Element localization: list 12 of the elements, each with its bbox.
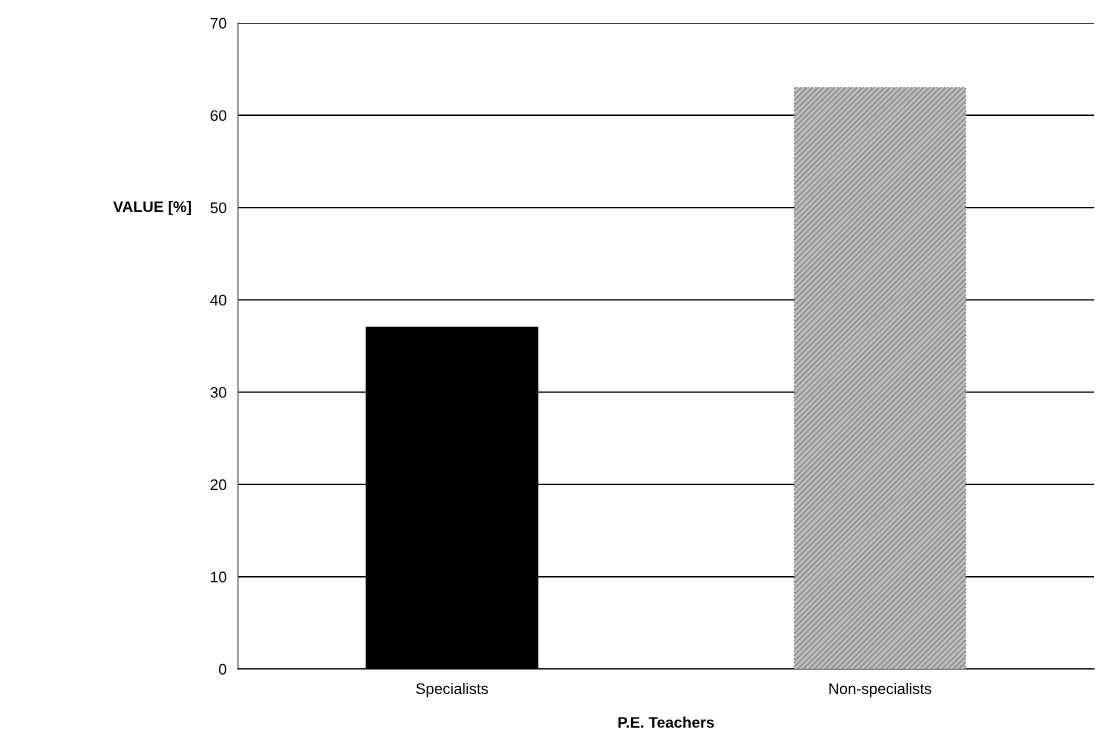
y-tick-label: 50	[210, 202, 227, 214]
x-tick-label: Specialists	[416, 682, 488, 698]
y-tick-label: 10	[211, 571, 227, 583]
y-tick-label: 40	[210, 294, 227, 306]
y-tick-label: 60	[210, 110, 227, 121]
x-axis-title: P.E. Teachers	[618, 716, 714, 728]
y-axis-title: VALUE [%]	[113, 200, 191, 216]
y-tick-label: 70	[210, 17, 227, 29]
x-tick-label: Non-specialists	[829, 682, 932, 698]
y-tick-label: 30	[210, 387, 227, 398]
y-tick-label: 20	[210, 479, 227, 491]
y-tick-label: 0	[218, 663, 227, 675]
